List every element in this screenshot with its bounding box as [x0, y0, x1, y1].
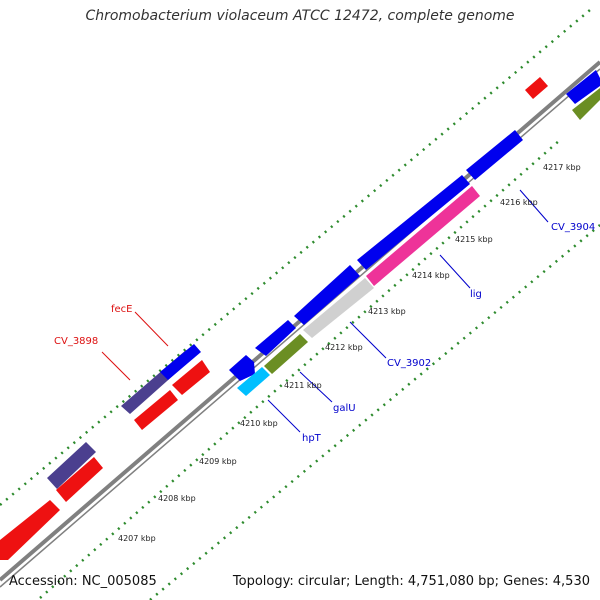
- outer-tick-ring: [0, 9, 591, 506]
- gene-feature[interactable]: [229, 355, 255, 381]
- scale-label: 4213 kbp: [368, 307, 406, 316]
- gene-feature[interactable]: [525, 77, 548, 99]
- gene-feature[interactable]: [572, 88, 600, 120]
- scale-label: 4210 kbp: [240, 419, 278, 428]
- scale-label: 4207 kbp: [118, 534, 156, 543]
- scale-label: 4215 kbp: [455, 235, 493, 244]
- gene-label-CV_3904[interactable]: CV_3904: [551, 222, 595, 233]
- gene-label-lig[interactable]: lig: [470, 289, 482, 300]
- reverse-strand-features: [0, 186, 480, 560]
- gene-feature[interactable]: [294, 265, 360, 325]
- gene-feature[interactable]: [172, 360, 210, 395]
- gene-feature[interactable]: [237, 367, 270, 396]
- gene-feature[interactable]: [466, 130, 523, 180]
- label-leaders: [101, 189, 549, 433]
- gene-feature[interactable]: [264, 334, 308, 374]
- gene-feature[interactable]: [566, 70, 600, 104]
- scale-label: 4217 kbp: [543, 163, 581, 172]
- gene-label-fecE[interactable]: fecE: [111, 304, 133, 315]
- gene-label-CV_3898[interactable]: CV_3898: [54, 336, 98, 347]
- gene-feature[interactable]: [366, 186, 480, 286]
- scale-label: 4212 kbp: [325, 343, 363, 352]
- scale-label: 4211 kbp: [284, 381, 322, 390]
- scale-labels: 4207 kbp 4208 kbp 4209 kbp 4210 kbp 4211…: [118, 163, 581, 543]
- gene-feature[interactable]: [160, 344, 201, 380]
- inner-tick-ring: [39, 139, 561, 599]
- gene-label-galU[interactable]: galU: [333, 403, 356, 414]
- gene-feature[interactable]: [47, 442, 96, 489]
- gene-label-CV_3902[interactable]: CV_3902: [387, 358, 431, 369]
- forward-strand-features: [47, 70, 600, 489]
- genome-summary-text: Topology: circular; Length: 4,751,080 bp…: [232, 574, 590, 589]
- gene-feature[interactable]: [0, 500, 60, 560]
- gene-feature[interactable]: [303, 278, 374, 338]
- gene-feature[interactable]: [134, 390, 178, 430]
- gene-labels: fecE CV_3898 CV_3904 lig CV_3902 galU hp…: [54, 222, 595, 444]
- scale-label: 4208 kbp: [158, 494, 196, 503]
- gene-feature[interactable]: [56, 457, 103, 502]
- scale-label: 4216 kbp: [500, 198, 538, 207]
- gene-feature[interactable]: [357, 175, 470, 270]
- genome-title: Chromobacterium violaceum ATCC 12472, co…: [85, 8, 515, 24]
- scale-label: 4214 kbp: [412, 271, 450, 280]
- middle-tick-ring: [149, 224, 600, 600]
- gene-label-hpT[interactable]: hpT: [302, 433, 322, 444]
- scale-label: 4209 kbp: [199, 457, 237, 466]
- gene-feature[interactable]: [255, 320, 296, 356]
- accession-text: Accession: NC_005085: [9, 574, 157, 589]
